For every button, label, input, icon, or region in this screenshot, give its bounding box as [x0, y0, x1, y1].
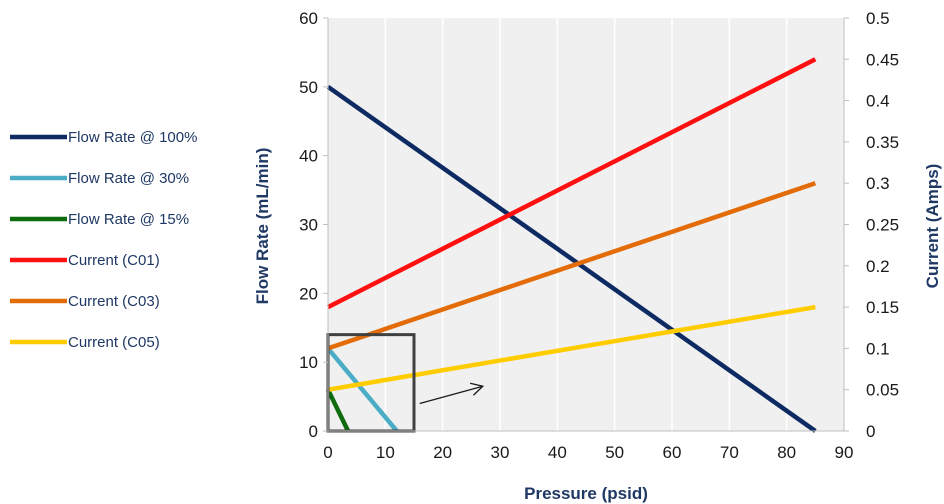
y-tick-label: 20	[299, 284, 318, 303]
y2-tick-label: 0.3	[866, 174, 890, 193]
x-tick-label: 40	[548, 443, 567, 462]
legend-label: Flow Rate @ 100%	[68, 129, 197, 146]
legend-label: Current (C03)	[68, 293, 160, 310]
series-line-5	[327, 181, 817, 351]
series-line-4	[326, 57, 817, 310]
x-tick-label: 0	[323, 443, 332, 462]
y2-tick-label: 0.25	[866, 216, 899, 235]
series-line-3	[325, 388, 351, 432]
y2-tick-label: 0.35	[866, 133, 899, 152]
y-tick-label: 0	[309, 422, 318, 441]
y-tick-label: 40	[299, 147, 318, 166]
annotation-arrow	[419, 385, 483, 405]
plot-background	[328, 18, 844, 431]
y-tick-label: 60	[299, 9, 318, 28]
legend-label: Current (C05)	[68, 334, 160, 351]
x-tick-label: 30	[491, 443, 510, 462]
series-lines	[325, 57, 817, 433]
plot-area	[328, 18, 844, 431]
y-tick-label: 50	[299, 78, 318, 97]
y2-tick-label: 0.1	[866, 339, 890, 358]
y2-tick-label: 0.45	[866, 50, 899, 69]
legend: Flow Rate @ 100% Flow Rate @ 30% Flow Rate…	[10, 129, 197, 351]
y-axis-title: Flow Rate (mL/min)	[253, 148, 272, 305]
y2-tick-label: 0.2	[866, 257, 890, 276]
x-tick-label: 20	[433, 443, 452, 462]
grid-lines	[384, 18, 788, 431]
series-line-6	[327, 304, 816, 392]
y2-tick-label: 0.4	[866, 92, 890, 111]
y-tick-label: 10	[299, 353, 318, 372]
series-line-2	[326, 346, 399, 433]
y2-tick-label: 0.05	[866, 381, 899, 400]
y2-tick-label: 0.15	[866, 298, 899, 317]
x-tick-label: 50	[605, 443, 624, 462]
y2-axis-title: Current (Amps)	[923, 164, 942, 289]
x-tick-label: 80	[777, 443, 796, 462]
x-tick-label: 60	[663, 443, 682, 462]
axes: 0 10 20 30 40 50 60 70 80 90 0 10 20 30 40 50 60 0 0.05 0.1…	[299, 9, 899, 462]
x-axis-title: Pressure (psid)	[524, 484, 648, 503]
legend-label: Flow Rate @ 15%	[68, 211, 189, 228]
x-tick-label: 70	[720, 443, 739, 462]
annotation-arrowhead	[470, 382, 485, 396]
y-tick-label: 30	[299, 216, 318, 235]
legend-label: Flow Rate @ 30%	[68, 170, 189, 187]
legend-label: Current (C01)	[68, 252, 160, 269]
series-line-1	[326, 84, 817, 433]
x-tick-label: 90	[835, 443, 854, 462]
y2-tick-label: 0	[866, 422, 875, 441]
x-tick-label: 10	[376, 443, 395, 462]
y2-tick-label: 0.5	[866, 9, 890, 28]
